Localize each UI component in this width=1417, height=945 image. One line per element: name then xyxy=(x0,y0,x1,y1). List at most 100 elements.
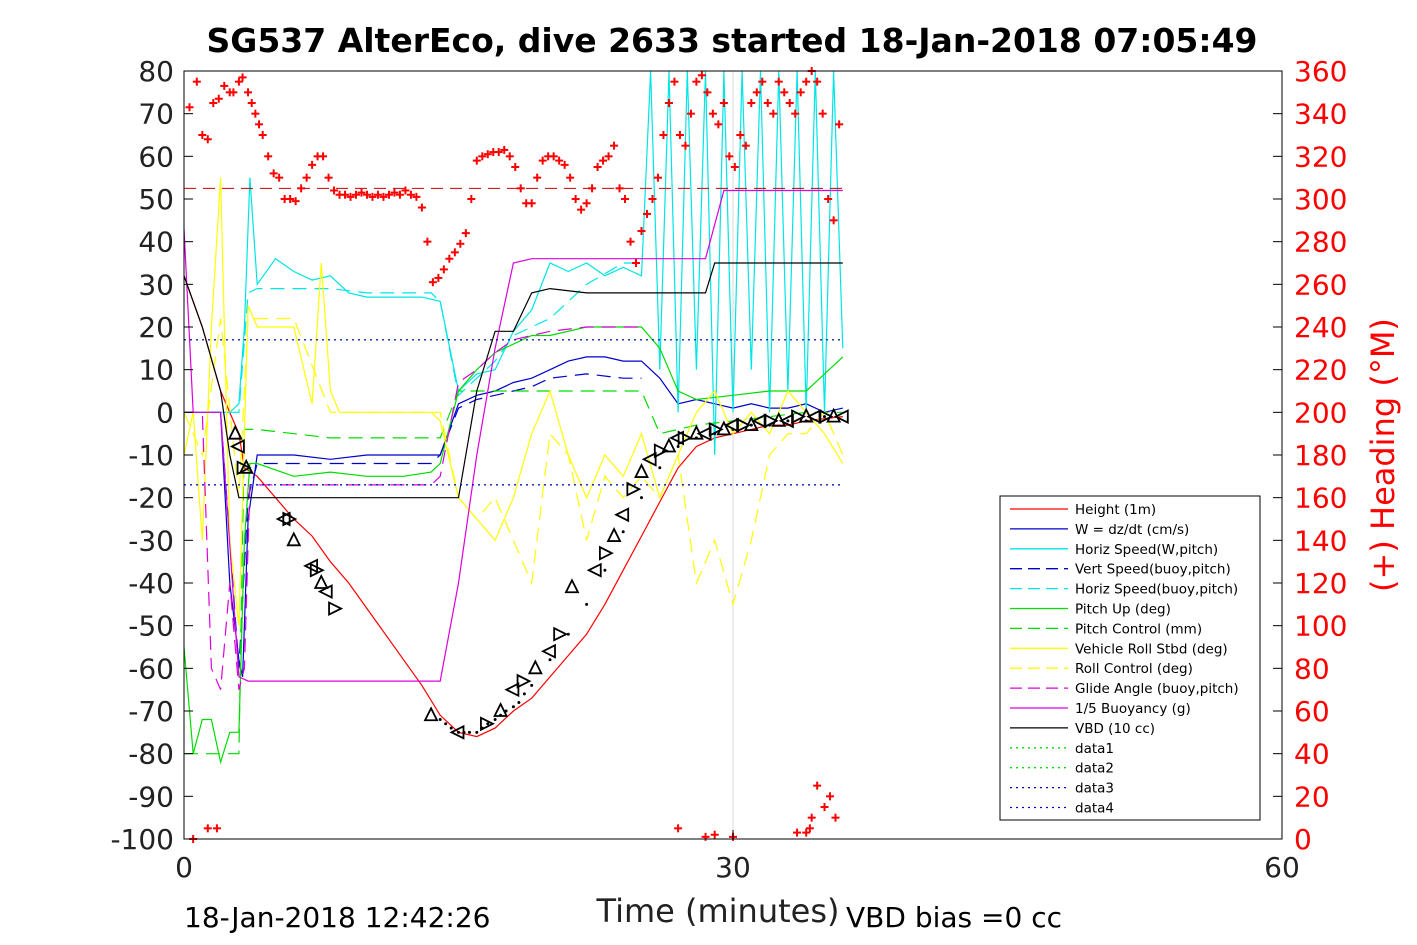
heading-point xyxy=(368,192,377,201)
legend-label: Roll Control (deg) xyxy=(1075,661,1193,677)
heading-point xyxy=(286,195,295,203)
heading-point xyxy=(747,99,756,107)
heading-point xyxy=(251,109,260,118)
y-tick-label: -70 xyxy=(128,695,174,728)
y-tick-label: -10 xyxy=(128,439,174,472)
y-tick-label: 0 xyxy=(156,396,174,429)
heading-point xyxy=(692,77,701,86)
heading-point xyxy=(417,203,426,212)
heading-point xyxy=(297,184,306,193)
dive-point xyxy=(475,730,479,734)
heading-point xyxy=(686,109,695,118)
gc-marker xyxy=(818,409,834,425)
heading-point xyxy=(681,141,690,150)
heading-point xyxy=(599,156,608,165)
heading-point xyxy=(395,190,404,199)
y-tick-label: 10 xyxy=(138,354,174,387)
legend-label: data4 xyxy=(1075,801,1114,817)
heading-point xyxy=(198,131,207,139)
legend: Height (1m) W = dz/dt (cm/s) Horiz Speed(W… xyxy=(999,495,1261,821)
y-tick-label: -50 xyxy=(128,610,174,643)
series-line-5 xyxy=(183,326,844,765)
y2-tick-label: 360 xyxy=(1294,55,1347,88)
heading-point xyxy=(555,156,564,165)
gc-marker xyxy=(328,601,344,617)
y2-tick-label: 160 xyxy=(1294,482,1347,515)
heading-point xyxy=(577,205,586,214)
dive-point xyxy=(444,722,448,726)
heading-point xyxy=(352,190,361,199)
heading-layer xyxy=(184,67,844,843)
heading-point xyxy=(659,131,668,139)
heading-point xyxy=(390,188,399,197)
y-tick-label: 70 xyxy=(138,98,174,131)
heading-point xyxy=(439,265,448,274)
gc-marker xyxy=(504,682,520,698)
gc-marker xyxy=(634,463,649,478)
right-axis-label: (+) Heading (°M) xyxy=(1364,318,1402,592)
heading-point xyxy=(319,152,328,161)
heading-point xyxy=(566,173,575,182)
heading-point xyxy=(785,99,794,107)
heading-point xyxy=(642,209,651,218)
heading-point xyxy=(244,88,253,97)
gc-marker xyxy=(833,409,849,425)
dive-point xyxy=(522,692,526,696)
heading-point xyxy=(478,152,487,161)
dive-point xyxy=(603,568,607,572)
heading-point xyxy=(807,813,816,822)
y2-tick-label: 20 xyxy=(1294,780,1330,813)
heading-point xyxy=(212,824,221,833)
legend-label: Height (1m) xyxy=(1075,502,1156,518)
heading-point xyxy=(234,77,243,86)
heading-point xyxy=(653,173,662,182)
legend-label: data2 xyxy=(1075,761,1114,777)
series-line-9 xyxy=(184,326,642,690)
gc-marker xyxy=(516,673,532,689)
heading-point xyxy=(621,195,630,203)
heading-point xyxy=(604,152,613,161)
heading-point xyxy=(346,192,355,201)
y-tick-label: 50 xyxy=(138,183,174,216)
gc-marker xyxy=(716,420,732,436)
heading-point xyxy=(472,156,481,165)
heading-point xyxy=(670,77,679,86)
heading-point xyxy=(384,190,393,199)
gc-marker xyxy=(238,458,254,474)
heading-point xyxy=(511,163,520,171)
heading-point xyxy=(445,254,454,263)
heading-point xyxy=(258,131,267,139)
heading-point xyxy=(697,71,706,80)
legend-label: data1 xyxy=(1075,741,1114,757)
heading-point xyxy=(560,160,569,169)
series-line-1 xyxy=(184,356,843,678)
gc-marker xyxy=(677,430,693,446)
heading-point xyxy=(341,190,350,199)
gc-marker xyxy=(641,451,657,467)
legend-box xyxy=(999,495,1261,821)
gc-marker xyxy=(791,409,807,425)
heading-point xyxy=(533,173,542,182)
legend-label: W = dz/dt (cm/s) xyxy=(1075,522,1189,538)
marker-layer xyxy=(227,407,849,740)
y2-tick-label: 300 xyxy=(1294,183,1347,216)
y2-tick-label: 200 xyxy=(1294,396,1347,429)
series-line-10 xyxy=(183,189,843,682)
legend-label: Horiz Speed(W,pitch) xyxy=(1075,542,1218,558)
y2-tick-label: 220 xyxy=(1294,354,1347,387)
heading-point xyxy=(538,156,547,165)
gc-marker xyxy=(309,562,325,578)
legend-label: Vehicle Roll Stbd (deg) xyxy=(1075,641,1228,657)
dive-point xyxy=(530,683,534,687)
series-line-7 xyxy=(183,177,844,626)
heading-point xyxy=(291,197,300,206)
heading-point xyxy=(820,803,829,811)
heading-point xyxy=(588,184,597,193)
y2-tick-label: 260 xyxy=(1294,268,1347,301)
heading-point xyxy=(813,781,822,790)
gc-marker xyxy=(763,413,779,429)
heading-point xyxy=(214,94,223,103)
heading-point xyxy=(719,99,728,107)
gc-marker xyxy=(606,527,622,542)
